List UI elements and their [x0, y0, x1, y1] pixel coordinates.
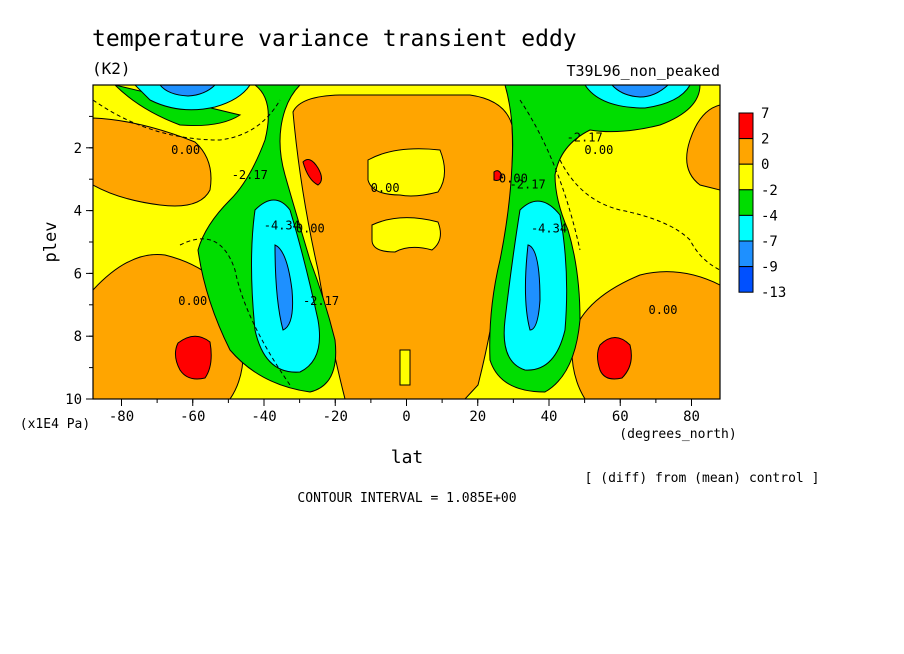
y-tick-label: 6: [74, 266, 82, 282]
x-tick-label: 40: [541, 409, 558, 425]
contour-neg-3: [559, 159, 720, 271]
colorbar-label: -9: [761, 260, 778, 276]
colorbar-swatch: [738, 163, 754, 191]
contour-interval: CONTOUR INTERVAL = 1.085E+00: [297, 491, 516, 506]
run-label: T39L96_non_peaked: [566, 62, 720, 80]
x-tick-label: 80: [683, 409, 700, 425]
x-axis: -80 -60 -40 -20 0 20 40 60 80: [109, 399, 700, 425]
cyan-south-top: [134, 85, 251, 111]
field-blue: [159, 85, 669, 331]
chart-units: (K2): [92, 59, 131, 78]
y-tick-label: 2: [74, 141, 82, 157]
orange-northwest-region: [93, 117, 212, 207]
blue-north-top: [611, 85, 669, 98]
contour-label: -4.34: [531, 222, 567, 236]
x-tick-label: -80: [109, 409, 134, 425]
contour-label: 0.00: [584, 143, 613, 157]
colorbar-label: -4: [761, 208, 778, 224]
contour-labels: 0.00-2.17-4.340.00-2.170.000.00-2.17-4.3…: [171, 131, 677, 318]
yellow-patch-middle: [371, 217, 441, 253]
orange-northeast-region: [686, 104, 720, 191]
contour-neg-1: [93, 99, 281, 141]
chart-title: temperature variance transient eddy: [92, 26, 577, 52]
x-tick-label: 60: [612, 409, 629, 425]
colorbar-label: -7: [761, 234, 778, 250]
colorbar-swatch: [738, 189, 754, 216]
colorbar-swatch: [738, 214, 754, 242]
field-red: [174, 159, 632, 380]
red-south-small: [302, 159, 322, 186]
negative-contours: [93, 99, 720, 386]
contour-label: -2.17: [510, 178, 546, 192]
y-tick-label: 8: [74, 329, 82, 345]
blue-north-jet: [524, 244, 541, 331]
x-axis-units: (degrees_north): [619, 427, 736, 442]
red-south-max: [174, 335, 212, 380]
x-tick-label: 0: [402, 409, 410, 425]
y-axis: 2 4 6 8 10: [65, 115, 93, 408]
contour-label: 0.00: [371, 181, 400, 195]
blue-south-top: [159, 85, 216, 97]
contour-label: -2.17: [232, 168, 268, 182]
colorbar-label: -13: [761, 285, 786, 301]
y-axis-units: (x1E4 Pa): [20, 417, 90, 432]
contour-label: 0.00: [178, 294, 207, 308]
blue-south-jet: [274, 244, 294, 331]
colorbar-label: 7: [761, 106, 769, 122]
contour-label: 0.00: [296, 222, 325, 236]
plot-area: [93, 85, 720, 399]
x-tick-label: -20: [323, 409, 348, 425]
colorbar-label: 0: [761, 157, 769, 173]
colorbar-label: -2: [761, 183, 778, 199]
colorbar-label: 2: [761, 132, 769, 148]
yellow-patch-lower: [399, 349, 411, 386]
red-north-max: [597, 337, 632, 380]
x-tick-label: 20: [469, 409, 486, 425]
contour-label: -2.17: [567, 131, 603, 145]
x-axis-label: lat: [391, 447, 424, 468]
contour-label: 0.00: [171, 143, 200, 157]
colorbar-swatch: [738, 138, 754, 165]
x-tick-label: -60: [180, 409, 205, 425]
x-tick-label: -40: [251, 409, 276, 425]
red-north-small: [493, 170, 503, 181]
y-tick-label: 10: [65, 392, 82, 408]
contour-neg-2: [179, 238, 291, 386]
colorbar-swatch: [738, 240, 754, 268]
colorbar-swatch: [738, 266, 754, 293]
field-yellow-inner: [367, 148, 445, 386]
colorbar-swatch: [738, 112, 754, 140]
contour-neg-4: [519, 99, 581, 251]
colorbar: 7 2 0 -2 -4 -7 -9 -13: [738, 106, 786, 301]
contour-label: -4.34: [264, 218, 300, 232]
y-tick-label: 4: [74, 204, 82, 220]
y-axis-label: plev: [41, 222, 61, 263]
yellow-patch-upper: [367, 148, 445, 197]
contour-label: 0.00: [649, 303, 678, 317]
contour-label: -2.17: [303, 294, 339, 308]
contour-label: 0.00: [499, 171, 528, 185]
comparison-note: [ (diff) from (mean) control ]: [585, 471, 820, 486]
